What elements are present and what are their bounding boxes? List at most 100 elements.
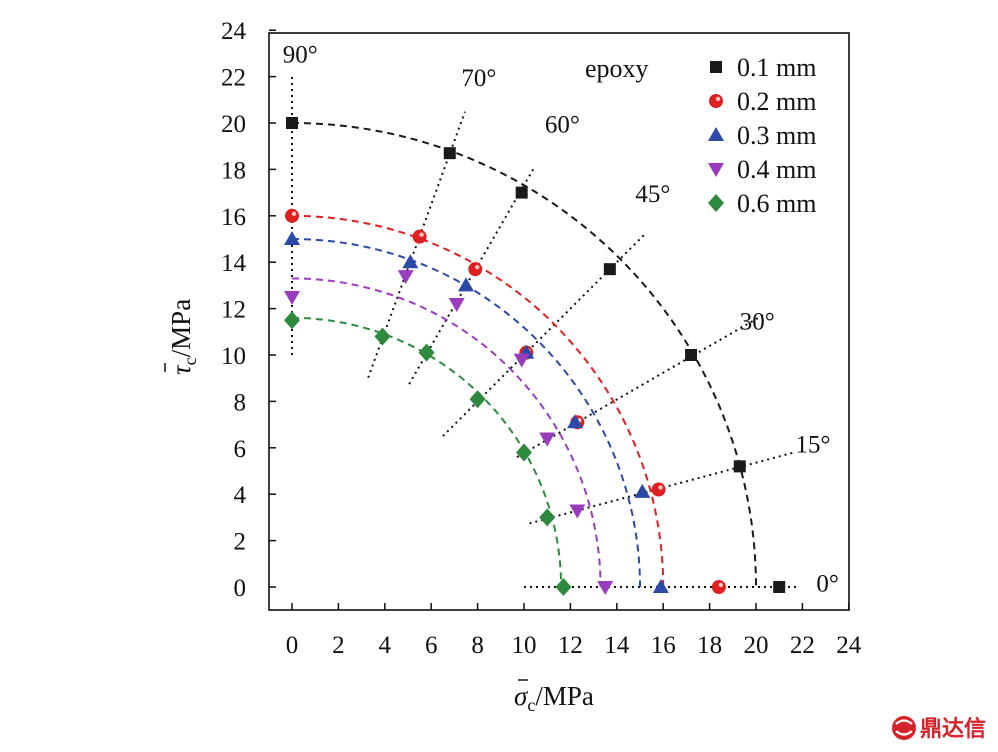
y-tick-label: 2 <box>234 529 247 556</box>
y-axis-title: τc/MPa <box>164 299 200 375</box>
x-tick-label: 2 <box>332 632 345 659</box>
data-point-0-3-mm <box>652 579 669 593</box>
data-point-0-2-mm <box>651 482 666 497</box>
legend-label: 0.2 mm <box>737 87 816 116</box>
x-axis-title: σc/MPa <box>514 679 594 715</box>
y-tick-label: 6 <box>234 436 247 463</box>
data-points <box>284 117 786 596</box>
x-tick-label: 20 <box>744 632 769 659</box>
fit-arcs <box>291 122 757 588</box>
data-point-0-6-mm <box>555 578 572 596</box>
y-tick-label: 4 <box>234 482 247 509</box>
data-point-0-1-mm <box>603 263 616 276</box>
x-tick-label: 14 <box>604 632 630 659</box>
legend-label: 0.4 mm <box>737 155 816 184</box>
x-tick-label: 4 <box>379 632 392 659</box>
legend-marker-0-4-mm <box>708 163 724 177</box>
x-tick-label: 6 <box>425 632 438 659</box>
legend-title: epoxy <box>585 54 649 83</box>
angle-label-70deg: 70° <box>461 65 496 92</box>
data-point-0-3-mm <box>567 414 584 429</box>
angle-label-45deg: 45° <box>635 181 670 208</box>
data-point-0-3-mm <box>284 231 300 245</box>
data-point-0-2-mm-highlight <box>718 582 724 588</box>
y-tick-label: 8 <box>234 389 247 416</box>
data-point-0-3-mm <box>634 483 651 498</box>
data-point-0-1-mm <box>685 349 698 361</box>
legend: 0.1 mm 0.2 mm 0.3 mm 0.4 mm 0.6 mm <box>708 53 816 218</box>
data-point-0-2-mm-fill <box>412 229 427 244</box>
y-tick-label: 22 <box>221 65 246 92</box>
data-point-0-2-mm <box>285 208 299 223</box>
fit-arc-0-4-mm <box>291 277 602 588</box>
legend-label: 0.1 mm <box>737 53 816 82</box>
legend-marker-0-6-mm <box>708 194 724 212</box>
guide-line-15deg <box>529 451 795 525</box>
data-point-0-6-mm <box>539 508 556 527</box>
y-tick-label: 14 <box>221 250 247 277</box>
data-point-0-4-mm <box>597 581 614 595</box>
data-point-0-2-mm <box>468 262 483 277</box>
data-point-0-2-mm-highlight <box>658 485 663 490</box>
data-point-0-1-mm <box>286 117 298 129</box>
data-point-0-2-mm-fill <box>285 208 299 223</box>
data-point-0-6-mm <box>516 443 532 462</box>
legend-marker-0-3-mm <box>708 127 724 141</box>
angle-label-30deg: 30° <box>740 308 775 335</box>
angle-guide-lines <box>291 76 798 588</box>
data-point-0-1-mm <box>443 147 456 160</box>
data-point-0-2-mm-fill <box>651 482 666 497</box>
data-point-0-4-mm <box>397 270 414 285</box>
data-point-0-2-mm-fill <box>468 262 483 277</box>
data-point-0-3-mm <box>458 277 474 292</box>
data-point-0-6-mm <box>284 311 300 330</box>
angle-annotations: 90° 70° 60° 45° 30° 15° 0° <box>283 42 839 598</box>
data-point-0-4-mm <box>513 353 530 368</box>
x-tick-label: 24 <box>836 632 862 659</box>
data-point-0-1-mm <box>733 460 746 473</box>
x-tick-label: 16 <box>651 632 676 659</box>
data-point-0-2-mm-highlight <box>475 264 480 270</box>
watermark-logo: 鼎达信 <box>892 716 986 742</box>
x-tick-label: 22 <box>790 632 815 659</box>
data-point-0-6-mm <box>418 343 435 362</box>
axis-ticks: 0 2 4 6 8 10 12 14 16 18 20 22 240246810121416182022… <box>221 18 862 659</box>
data-point-0-2-mm <box>711 580 726 594</box>
svg-text:σc/MPa: σc/MPa <box>514 681 594 715</box>
angle-label-0deg: 0° <box>816 571 839 598</box>
y-tick-label: 16 <box>221 204 246 231</box>
angle-label-15deg: 15° <box>795 431 830 458</box>
y-tick-label: 24 <box>221 18 247 45</box>
plot-frame <box>268 32 850 611</box>
legend-marker-0-2-mm-highlight <box>715 96 721 102</box>
angle-label-90deg: 90° <box>283 42 318 69</box>
fit-arc-0-1-mm <box>291 122 757 588</box>
x-tick-label: 8 <box>471 632 484 659</box>
fit-arc-0-2-mm <box>291 214 665 588</box>
legend-marker-0-2-mm <box>709 94 723 108</box>
data-point-0-1-mm <box>773 581 786 593</box>
svg-text:鼎达信: 鼎达信 <box>920 716 986 742</box>
data-point-0-2-mm <box>412 229 427 244</box>
data-point-0-4-mm <box>448 297 465 312</box>
legend-marker-0-2-mm-fill <box>709 94 723 108</box>
data-point-0-4-mm <box>284 291 300 305</box>
data-point-0-4-mm <box>569 504 586 519</box>
data-point-0-4-mm <box>539 432 556 447</box>
data-point-0-2-mm-highlight <box>419 232 424 237</box>
y-tick-label: 12 <box>221 297 246 324</box>
angle-label-60deg: 60° <box>545 111 580 138</box>
y-tick-label: 18 <box>221 157 246 184</box>
legend-label: 0.3 mm <box>737 121 816 150</box>
legend-label: 0.6 mm <box>737 189 816 218</box>
y-tick-label: 10 <box>221 343 246 370</box>
data-point-0-6-mm <box>469 390 486 409</box>
legend-marker-0-1-mm <box>710 61 722 73</box>
x-tick-label: 12 <box>558 632 583 659</box>
x-tick-label: 0 <box>286 632 299 659</box>
y-tick-label: 0 <box>234 575 247 602</box>
data-point-0-1-mm <box>515 186 528 199</box>
x-tick-label: 10 <box>512 632 537 659</box>
data-point-0-2-mm-highlight <box>291 211 297 216</box>
svg-text:τc/MPa: τc/MPa <box>166 299 200 375</box>
